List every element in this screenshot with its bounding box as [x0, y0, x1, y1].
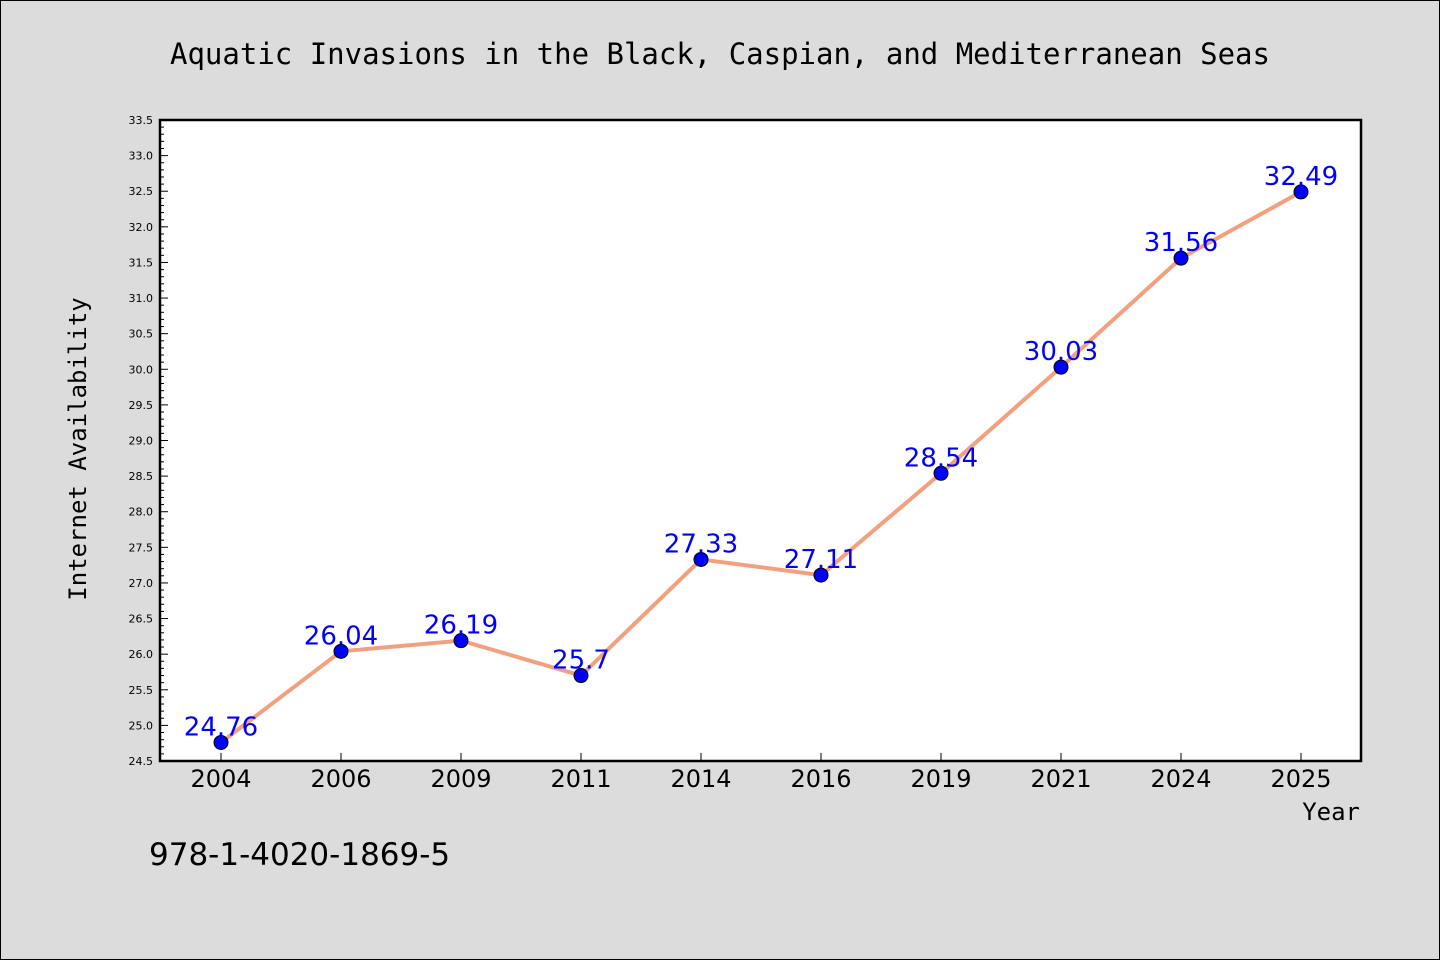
data-labels: 24.76 26.04 26.19 25.7 27.33 27.11 28.54 30.03 3…: [184, 162, 1338, 743]
y-tick-label: 26.5: [129, 613, 154, 626]
data-label: 31.56: [1144, 228, 1218, 258]
x-tick-label: 2006: [310, 765, 371, 793]
x-tick-label: 2019: [910, 765, 971, 793]
data-label: 30.03: [1024, 337, 1098, 367]
x-tick-label: 2014: [670, 765, 731, 793]
footer-note: 978-1-4020-1869-5: [149, 837, 450, 873]
y-tick-label: 29.5: [129, 399, 154, 412]
data-label: 27.11: [784, 545, 858, 575]
data-point: [693, 551, 709, 567]
y-tick-label: 30.0: [129, 363, 154, 376]
y-axis-label: Internet Availability: [64, 297, 92, 600]
data-point: [1053, 359, 1069, 375]
data-label: 26.04: [304, 621, 378, 651]
data-point: [573, 668, 589, 684]
y-tick-label: 27.5: [129, 541, 154, 554]
x-tick-label: 2011: [550, 765, 611, 793]
y-tick-label: 25.0: [129, 719, 154, 732]
y-tick-label: 28.5: [129, 470, 154, 483]
data-point: [333, 643, 349, 659]
y-tick-label: 31.0: [129, 292, 154, 305]
data-point: [213, 734, 229, 750]
data-point: [1293, 184, 1309, 200]
plot-area: [158, 118, 1363, 763]
data-label: 32.49: [1264, 162, 1338, 192]
data-label: 24.76: [184, 712, 258, 742]
y-tick-label: 24.5: [129, 755, 154, 768]
y-tick-label: 30.5: [129, 328, 154, 341]
x-tick-label: 2009: [430, 765, 491, 793]
chart-title: Aquatic Invasions in the Black, Caspian,…: [170, 37, 1270, 71]
series-line: [219, 190, 1302, 745]
data-point: [1173, 250, 1189, 266]
data-label: 27.33: [664, 529, 738, 559]
data-label: 25.7: [552, 646, 610, 676]
y-tick-label: 29.0: [129, 435, 154, 448]
y-tick-label: 32.0: [129, 221, 154, 234]
y-tick-label: 26.0: [129, 648, 154, 661]
data-label: 26.19: [424, 611, 498, 641]
y-axis: 24.5 25.0 25.5 26.0 26.5 27.0 27.5 28.0 28.5 29.0…: [129, 114, 168, 768]
x-tick-label: 2016: [790, 765, 851, 793]
y-tick-label: 27.0: [129, 577, 154, 590]
y-tick-label: 31.5: [129, 256, 154, 269]
y-tick-label: 33.5: [129, 114, 154, 127]
data-point: [453, 633, 469, 649]
x-tick-label: 2025: [1270, 765, 1331, 793]
data-point: [813, 567, 829, 583]
x-tick-label: 2021: [1030, 765, 1091, 793]
data-label: 28.54: [904, 443, 978, 473]
y-tick-label: 32.5: [129, 185, 154, 198]
x-tick-label: 2004: [190, 765, 251, 793]
x-axis-label: Year: [1302, 798, 1360, 826]
x-axis: 2004 2006 2009 2011 2014 2016 2019 2021 2024 2025: [190, 753, 1332, 793]
y-tick-label: 25.5: [129, 684, 154, 697]
data-markers: [213, 184, 1309, 750]
y-tick-label: 28.0: [129, 506, 154, 519]
y-tick-label: 33.0: [129, 150, 154, 163]
x-tick-label: 2024: [1150, 765, 1211, 793]
data-point: [933, 465, 949, 481]
